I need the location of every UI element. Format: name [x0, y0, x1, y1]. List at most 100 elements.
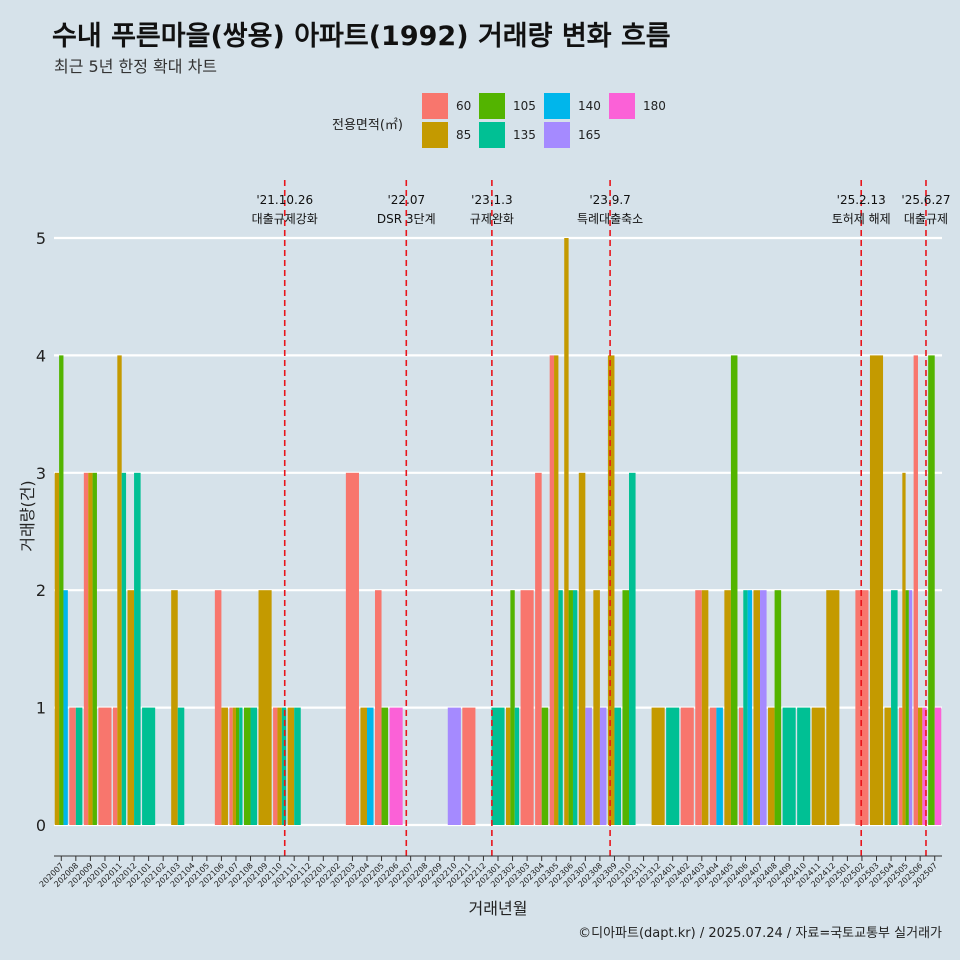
- event-date-label: '23.9.7: [589, 193, 630, 207]
- bar-60-202403: [695, 590, 702, 825]
- bar-105-202007: [59, 355, 64, 825]
- bar-60-202211: [462, 707, 476, 825]
- bar-135-202110: [281, 707, 287, 825]
- bar-85-202309: [607, 355, 615, 825]
- legend-label: 60: [456, 99, 472, 113]
- bar-180-202507: [934, 707, 942, 825]
- legend: 전용면적(㎡) 60 85 105 135 140 165 180: [332, 92, 692, 152]
- bar-60-202106: [214, 590, 222, 825]
- bar-85-202411: [811, 707, 825, 825]
- bar-85-202009: [88, 472, 93, 825]
- bar-105-202306: [568, 590, 573, 825]
- bar-135-202401: [666, 707, 680, 825]
- bar-85-202302: [506, 707, 511, 825]
- event-text-label: DSR 3단계: [377, 212, 436, 226]
- bar-85-202306: [564, 238, 569, 825]
- bar-85-202312: [651, 707, 665, 825]
- y-tick-label: 4: [36, 346, 46, 365]
- bar-135-202309: [614, 707, 622, 825]
- bar-140-202406: [747, 590, 753, 825]
- legend-label: 85: [456, 128, 472, 142]
- bar-85-202503: [869, 355, 884, 825]
- bar-135-202111: [294, 707, 301, 825]
- event-date-label: '22.07: [387, 193, 425, 207]
- legend-item-140: 140: [544, 93, 601, 119]
- bar-135-202410: [797, 707, 811, 825]
- bar-85-202109: [258, 590, 272, 825]
- y-tick-label: 5: [36, 229, 46, 248]
- y-tick-label: 3: [36, 464, 46, 483]
- bar-135-202108: [250, 707, 258, 825]
- bar-60-202404: [709, 707, 717, 825]
- bar-135-202406: [743, 590, 748, 825]
- legend-item-85: 85: [422, 122, 471, 148]
- y-axis-label: 거래량(건): [18, 480, 37, 551]
- bar-85-202011: [117, 355, 122, 825]
- bar-135-202305: [558, 590, 563, 825]
- bar-105-202205: [381, 707, 389, 825]
- bar-60-202011: [112, 707, 118, 825]
- source-caption: ©디아파트(dapt.kr) / 2025.07.24 / 자료=국토교통부 실…: [578, 926, 942, 941]
- chart-title: 수내 푸른마을(쌍용) 아파트(1992) 거래량 변화 흐름: [52, 21, 671, 52]
- legend-item-135: 135: [479, 122, 536, 148]
- bar-85-202307: [578, 472, 586, 825]
- bar-85-202107: [232, 707, 236, 825]
- legend-swatch: [544, 122, 570, 148]
- event-date-label: '21.10.26: [256, 193, 313, 207]
- event-text-label: 특례대출축소: [577, 212, 643, 226]
- bar-180-202506: [922, 707, 927, 825]
- event-text-label: 규제완화: [470, 212, 514, 226]
- x-axis-label: 거래년월: [469, 899, 528, 918]
- legend-swatch: [479, 122, 505, 148]
- bar-165-202210: [447, 707, 461, 825]
- bar-105-202405: [730, 355, 738, 825]
- bar-85-202505: [902, 472, 906, 825]
- event-date-label: '25.2.13: [837, 193, 886, 207]
- bar-135-202101: [142, 707, 156, 825]
- bar-85-202305: [554, 355, 559, 825]
- bar-85-202405: [724, 590, 731, 825]
- bar-85-202504: [884, 707, 892, 825]
- bar-105-202507: [928, 355, 935, 825]
- event-date-label: '23.1.3: [471, 193, 512, 207]
- bar-85-202106: [221, 707, 228, 825]
- bar-135-202310: [629, 472, 636, 825]
- y-axis: 0 1 2 3 4 5: [36, 229, 46, 835]
- bar-60-202205: [374, 590, 382, 825]
- legend-label: 140: [578, 99, 601, 113]
- bar-60-202110: [273, 707, 278, 825]
- bar-60-202304: [535, 472, 542, 825]
- bar-60-202008: [69, 707, 76, 825]
- bars: [54, 238, 942, 825]
- bar-60-202505: [899, 707, 903, 825]
- bar-60-202009: [83, 472, 89, 825]
- event-text-label: 대출규제강화: [252, 212, 318, 226]
- legend-swatch: [422, 93, 448, 119]
- bar-165-202307: [585, 707, 592, 825]
- legend-label: 105: [513, 99, 536, 113]
- legend-label: 135: [513, 128, 536, 142]
- bar-85-202103: [171, 590, 178, 825]
- bar-135-202409: [782, 707, 796, 825]
- bar-165-202505: [908, 590, 913, 825]
- bar-165-202407: [760, 590, 767, 825]
- bar-135-202302: [514, 707, 520, 825]
- bar-85-202308: [593, 590, 600, 825]
- bar-85-202407: [753, 590, 761, 825]
- bar-85-202111: [287, 707, 295, 825]
- bar-105-202310: [622, 590, 630, 825]
- bar-105-202302: [510, 590, 515, 825]
- bar-60-202502: [855, 590, 869, 825]
- bar-105-202009: [92, 472, 97, 825]
- legend-title: 전용면적(㎡): [332, 118, 403, 133]
- bar-60-202305: [549, 355, 555, 825]
- bar-85-202204: [360, 707, 367, 825]
- x-axis: 2020072020082020092020102020112020122021…: [38, 855, 942, 889]
- chart-subtitle: 최근 5년 한정 확대 차트: [54, 57, 218, 76]
- bar-85-202506: [917, 707, 923, 825]
- event-lines: '21.10.26 대출규제강화 '22.07 DSR 3단계 '23.1.3 규제완화 '…: [252, 180, 951, 856]
- legend-swatch: [479, 93, 505, 119]
- bar-60-202203: [345, 472, 359, 825]
- legend-item-60: 60: [422, 93, 471, 119]
